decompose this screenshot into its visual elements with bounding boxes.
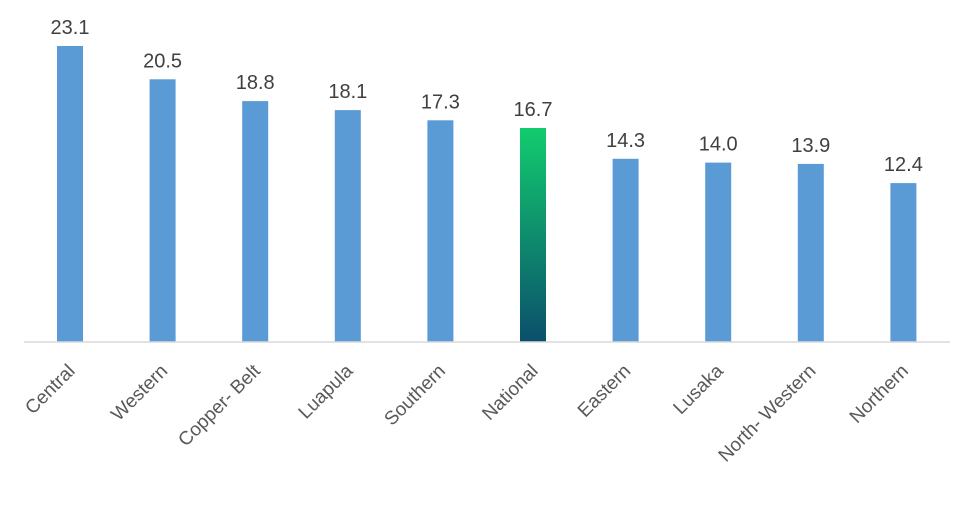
bar-copper-belt — [242, 101, 269, 342]
value-label-western: 20.5 — [143, 50, 182, 72]
tick-label-southern: Southern — [381, 361, 450, 430]
bar-north-western — [797, 163, 824, 342]
tick-label-central: Central — [21, 361, 79, 419]
tick-label-lusaka: Lusaka — [670, 360, 728, 418]
value-label-southern: 17.3 — [421, 91, 460, 113]
tick-label-western: Western — [108, 361, 173, 426]
value-label-copper-belt: 18.8 — [236, 72, 275, 94]
bar-lusaka — [705, 162, 732, 342]
value-label-luapula: 18.1 — [328, 81, 367, 103]
value-label-lusaka: 14.0 — [699, 134, 738, 156]
value-label-northern: 12.4 — [884, 154, 923, 176]
tick-label-north-western: North- Western — [715, 361, 821, 467]
bar-eastern — [612, 158, 639, 342]
bar-southern — [427, 120, 454, 342]
bars-layer — [57, 46, 917, 343]
bar-national — [520, 128, 546, 342]
bar-western — [149, 79, 176, 343]
tick-labels-layer: Central Western Copper- Belt Luapula Souther… — [21, 360, 913, 466]
value-label-national: 16.7 — [514, 99, 553, 121]
tick-label-copper-belt: Copper- Belt — [174, 360, 265, 451]
value-labels-layer: 23.1 20.5 18.8 18.1 17.3 16.7 14.3 14.0 13.9 12.4 — [51, 17, 923, 176]
tick-label-national: National — [478, 361, 542, 425]
value-label-eastern: 14.3 — [606, 130, 645, 152]
bar-northern — [890, 183, 917, 342]
tick-label-northern: Northern — [846, 361, 913, 428]
tick-label-luapula: Luapula — [295, 360, 358, 423]
tick-label-eastern: Eastern — [574, 361, 635, 422]
value-label-central: 23.1 — [51, 17, 90, 39]
bar-central — [57, 46, 83, 342]
bar-luapula — [334, 110, 361, 342]
value-label-north-western: 13.9 — [791, 135, 830, 157]
